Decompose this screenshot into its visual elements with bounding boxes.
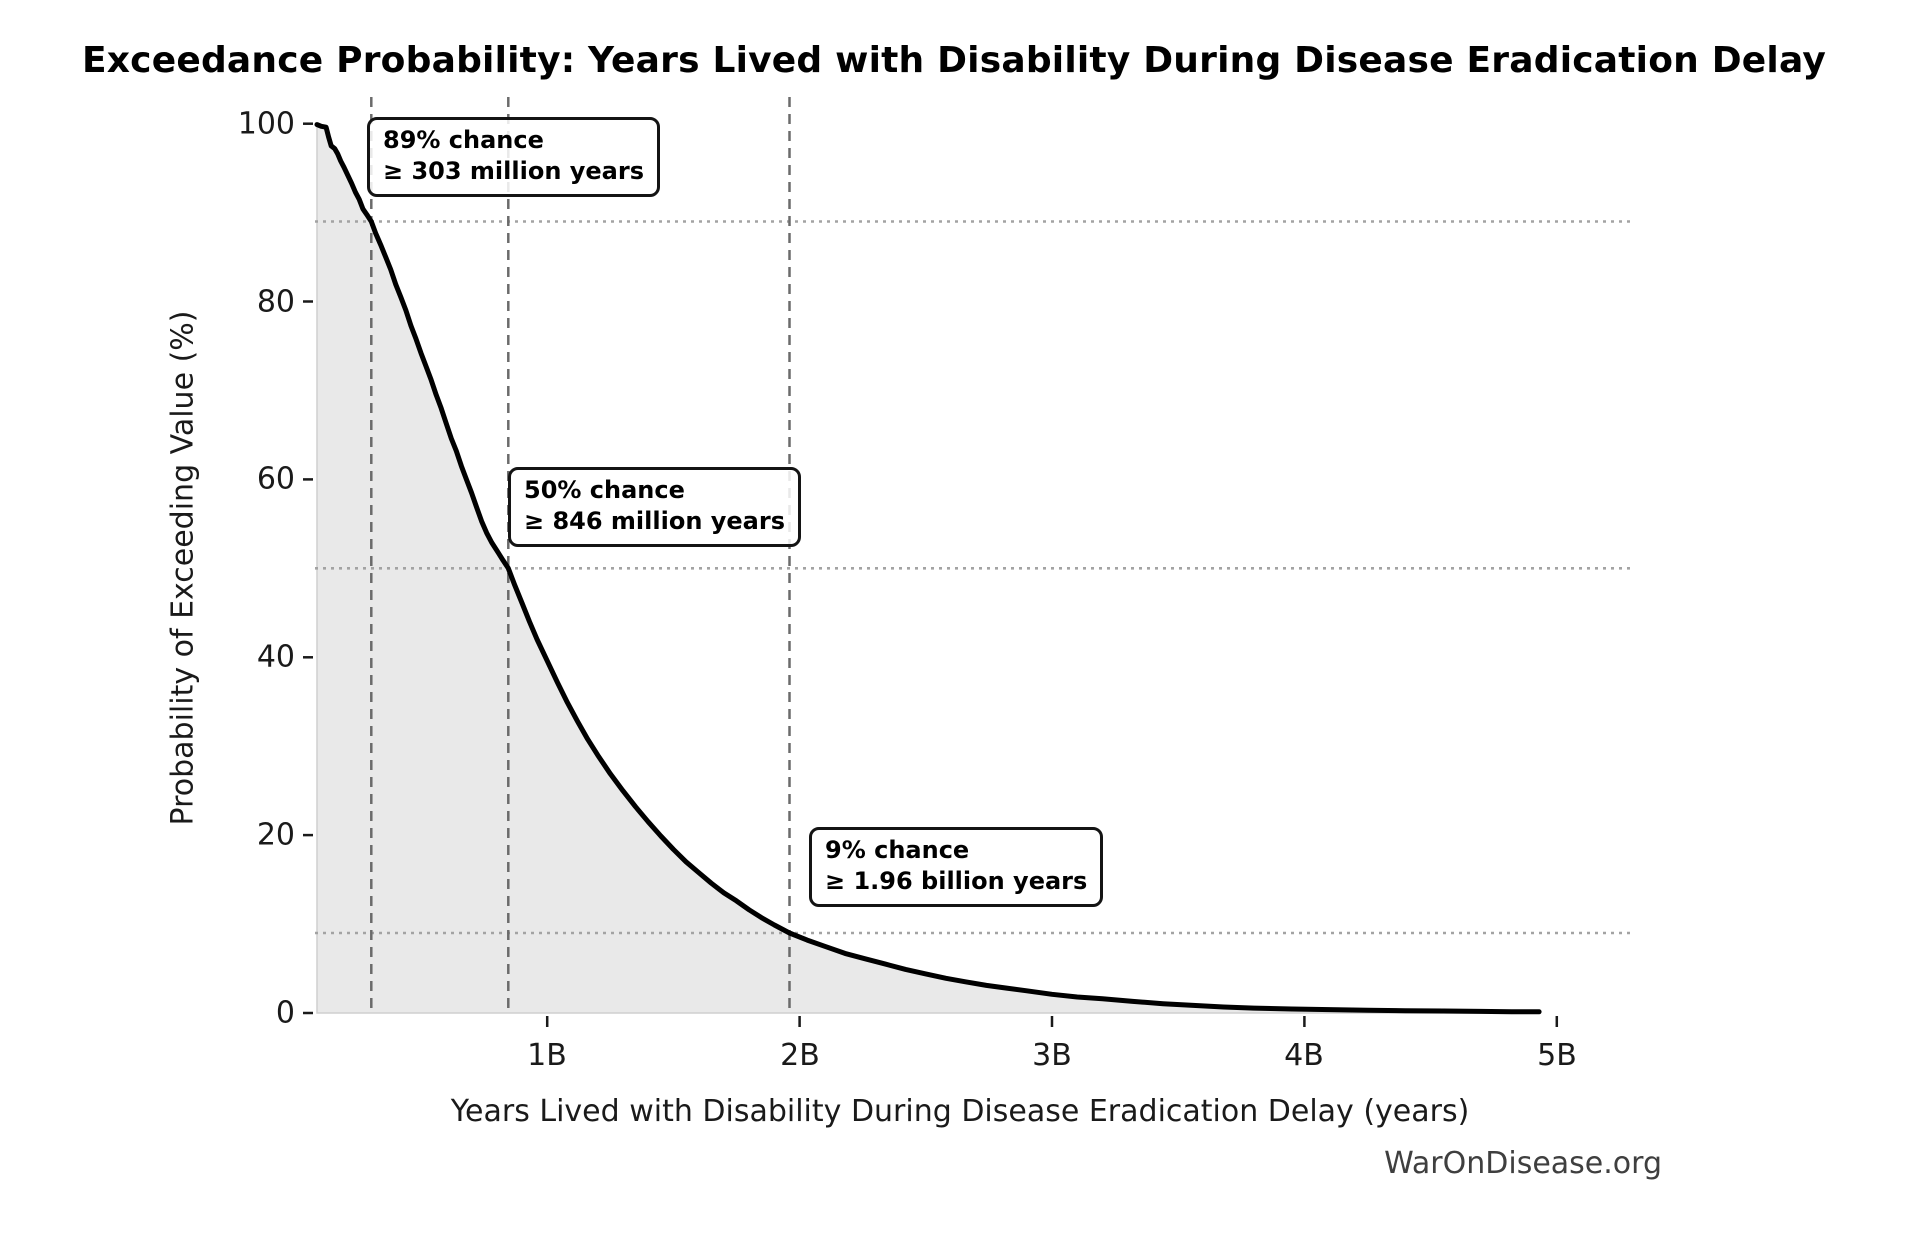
x-tick-label-3B: 3B (1032, 1038, 1072, 1073)
x-tick-label-1B: 1B (527, 1038, 567, 1073)
y-tick-label-20: 20 (256, 817, 295, 853)
x-tick-label-4B: 4B (1284, 1038, 1324, 1073)
y-tick-label-40: 40 (256, 639, 295, 675)
y-axis-label: Probability of Exceeding Value (%) (165, 310, 201, 826)
y-tick-label-60: 60 (256, 461, 295, 497)
x-tick-label-2B: 2B (780, 1038, 820, 1073)
annotation-89pct: 89% chance ≥ 303 million years (367, 117, 660, 197)
chart-title: Exceedance Probability: Years Lived with… (81, 40, 1827, 81)
y-tick-label-80: 80 (256, 284, 295, 320)
annotation-50pct: 50% chance ≥ 846 million years (508, 467, 801, 547)
annotation-9pct-line1: 9% chance (825, 836, 970, 864)
x-tick-label-5B: 5B (1537, 1038, 1577, 1073)
exceedance-curve (314, 122, 1542, 1015)
annotation-50pct-line1: 50% chance (524, 476, 685, 504)
x-axis-label: Years Lived with Disability During Disea… (450, 1094, 1470, 1129)
watermark: WarOnDisease.org (1384, 1146, 1662, 1181)
y-tick-label-0: 0 (275, 995, 295, 1031)
annotation-89pct-line2: ≥ 303 million years (383, 157, 644, 185)
annotation-9pct: 9% chance ≥ 1.96 billion years (809, 827, 1104, 907)
annotation-9pct-line2: ≥ 1.96 billion years (825, 867, 1088, 895)
annotation-50pct-line2: ≥ 846 million years (524, 507, 785, 535)
annotation-89pct-line1: 89% chance (383, 126, 544, 154)
y-tick-label-100: 100 (237, 106, 295, 142)
